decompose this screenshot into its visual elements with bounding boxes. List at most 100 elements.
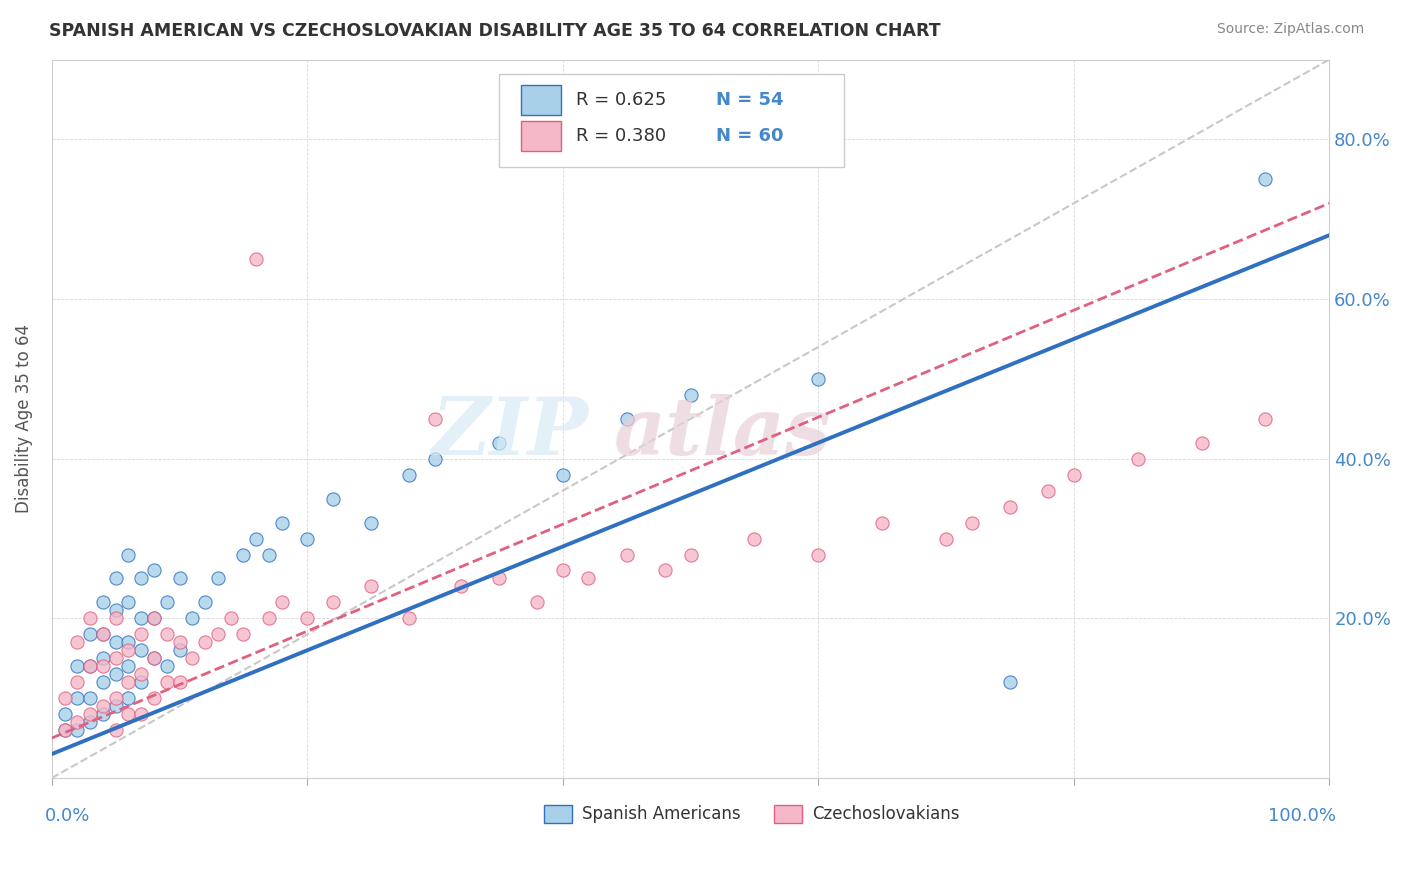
Point — [91, 659, 114, 673]
Point — [270, 595, 292, 609]
Point — [129, 707, 152, 722]
Point — [142, 691, 165, 706]
Point — [104, 651, 127, 665]
Point — [142, 651, 165, 665]
Point — [551, 467, 574, 482]
Point — [117, 659, 139, 673]
Point — [169, 571, 191, 585]
Point — [104, 723, 127, 738]
Point — [616, 412, 638, 426]
Point — [91, 651, 114, 665]
Point — [935, 532, 957, 546]
Point — [1126, 451, 1149, 466]
Point — [79, 659, 101, 673]
Point — [117, 643, 139, 657]
Point — [66, 635, 89, 649]
Point — [129, 675, 152, 690]
Text: N = 54: N = 54 — [716, 91, 783, 109]
Point — [156, 595, 179, 609]
Point — [1038, 483, 1060, 498]
Point — [616, 548, 638, 562]
Point — [91, 595, 114, 609]
Point — [117, 595, 139, 609]
Text: 100.0%: 100.0% — [1268, 806, 1336, 825]
Point — [398, 611, 420, 625]
Point — [91, 675, 114, 690]
Point — [322, 595, 344, 609]
Point — [66, 659, 89, 673]
Text: SPANISH AMERICAN VS CZECHOSLOVAKIAN DISABILITY AGE 35 TO 64 CORRELATION CHART: SPANISH AMERICAN VS CZECHOSLOVAKIAN DISA… — [49, 22, 941, 40]
Point — [297, 611, 319, 625]
Point — [104, 699, 127, 714]
Point — [156, 627, 179, 641]
Point — [104, 635, 127, 649]
Point — [129, 627, 152, 641]
Point — [53, 723, 76, 738]
Point — [232, 548, 254, 562]
Point — [79, 707, 101, 722]
Point — [654, 564, 676, 578]
Point — [169, 675, 191, 690]
Point — [488, 571, 510, 585]
Point — [194, 595, 217, 609]
Point — [526, 595, 548, 609]
Point — [998, 675, 1021, 690]
Point — [245, 252, 267, 267]
FancyBboxPatch shape — [544, 805, 572, 823]
Text: R = 0.380: R = 0.380 — [575, 127, 665, 145]
Point — [257, 611, 280, 625]
Point — [66, 675, 89, 690]
Text: 0.0%: 0.0% — [45, 806, 91, 825]
Point — [322, 491, 344, 506]
Point — [245, 532, 267, 546]
Point — [960, 516, 983, 530]
Text: Czechoslovakians: Czechoslovakians — [811, 805, 959, 823]
Point — [53, 707, 76, 722]
Point — [53, 691, 76, 706]
Text: atlas: atlas — [614, 394, 831, 472]
Point — [79, 659, 101, 673]
Point — [104, 571, 127, 585]
Point — [998, 500, 1021, 514]
Point — [79, 611, 101, 625]
Point — [53, 723, 76, 738]
Point — [194, 635, 217, 649]
Point — [142, 564, 165, 578]
Point — [450, 579, 472, 593]
Point — [142, 651, 165, 665]
Point — [66, 691, 89, 706]
Point — [270, 516, 292, 530]
Y-axis label: Disability Age 35 to 64: Disability Age 35 to 64 — [15, 325, 32, 513]
Point — [129, 571, 152, 585]
Point — [219, 611, 242, 625]
Point — [1063, 467, 1085, 482]
FancyBboxPatch shape — [520, 120, 561, 151]
Point — [66, 723, 89, 738]
Point — [129, 667, 152, 681]
Point — [117, 707, 139, 722]
Point — [129, 643, 152, 657]
Point — [257, 548, 280, 562]
Point — [360, 579, 382, 593]
Point — [91, 699, 114, 714]
Point — [91, 627, 114, 641]
Point — [79, 715, 101, 730]
Point — [1191, 435, 1213, 450]
Point — [91, 627, 114, 641]
Point — [398, 467, 420, 482]
FancyBboxPatch shape — [520, 85, 561, 115]
Point — [744, 532, 766, 546]
Point — [142, 611, 165, 625]
Point — [551, 564, 574, 578]
Point — [79, 627, 101, 641]
Point — [423, 451, 446, 466]
Point — [181, 651, 204, 665]
Point — [232, 627, 254, 641]
FancyBboxPatch shape — [499, 74, 844, 168]
Point — [117, 691, 139, 706]
Point — [66, 715, 89, 730]
Point — [156, 659, 179, 673]
Point — [207, 571, 229, 585]
Point — [104, 603, 127, 617]
Text: Source: ZipAtlas.com: Source: ZipAtlas.com — [1216, 22, 1364, 37]
